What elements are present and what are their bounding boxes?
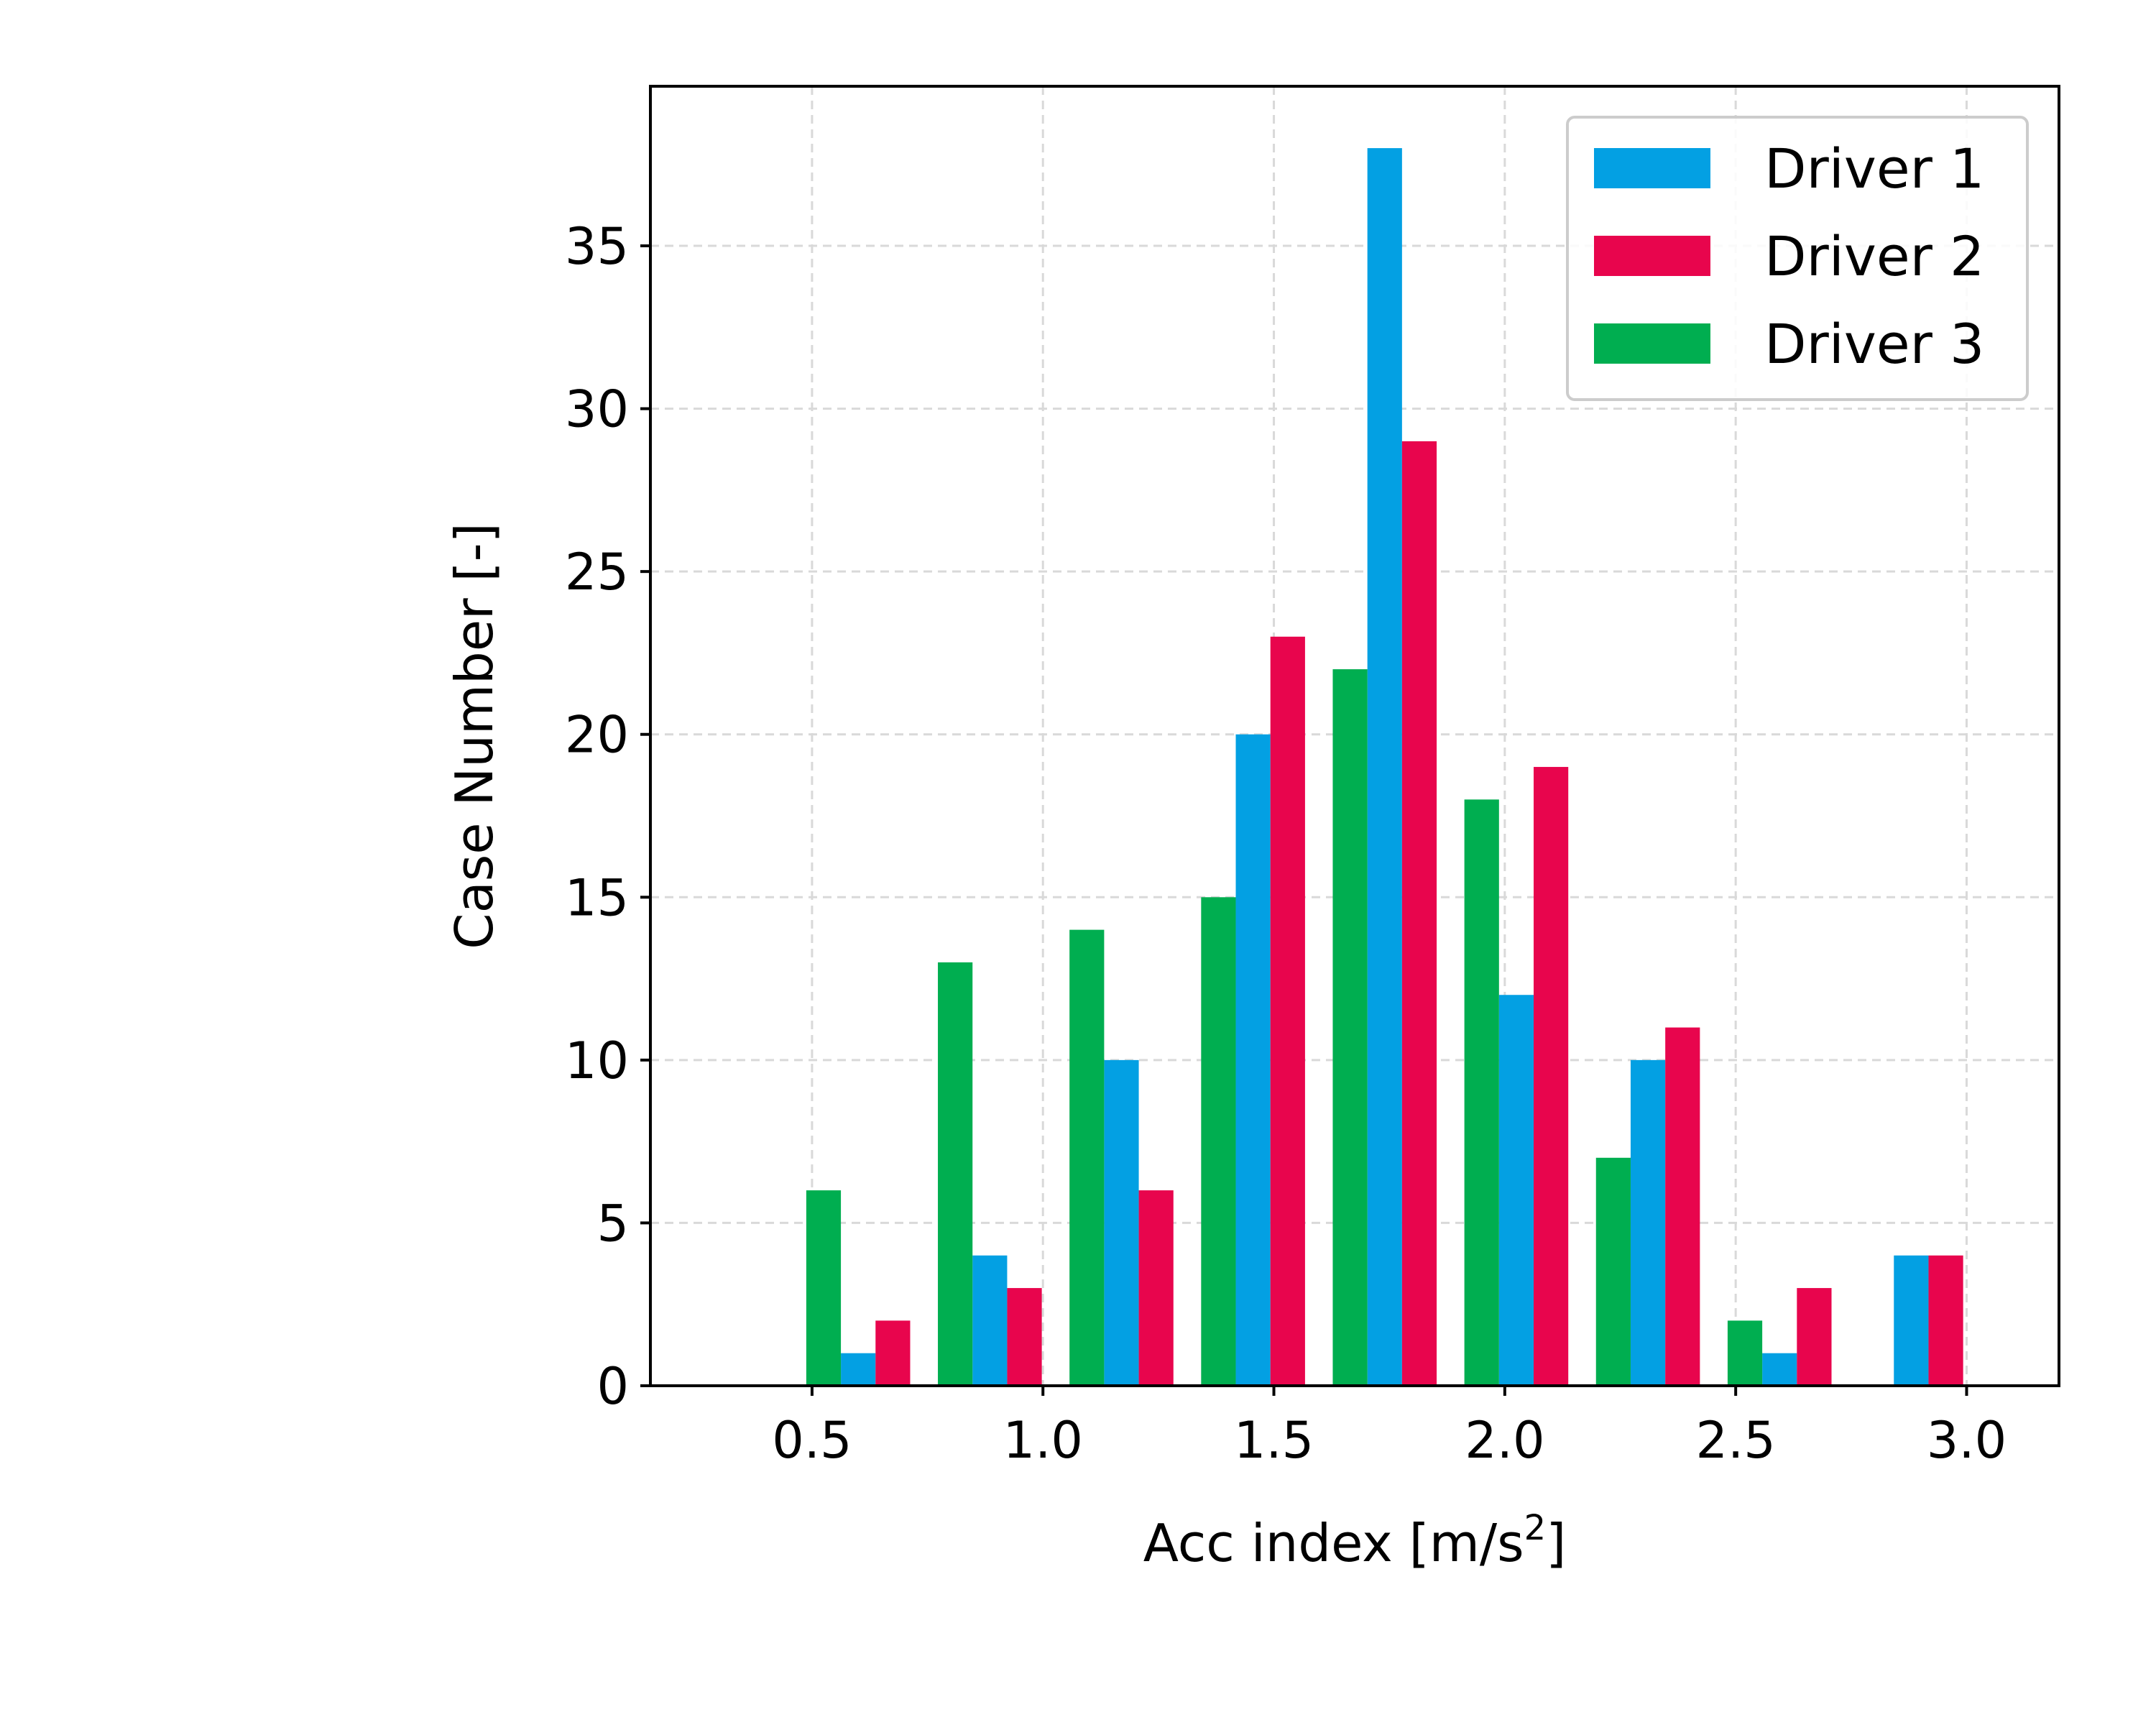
legend: Driver 1 Driver 2 Driver 3 <box>1566 116 2029 401</box>
bar-driver-2 <box>1534 767 1569 1386</box>
bar-driver-3 <box>1595 1157 1631 1386</box>
x-tick-label: 0.5 <box>772 1411 852 1470</box>
y-tick-label: 25 <box>565 543 629 602</box>
y-tick-label: 5 <box>596 1194 629 1253</box>
bar-driver-2 <box>1007 1288 1042 1386</box>
bar-driver-2 <box>1797 1288 1832 1386</box>
x-tick-label: 3.0 <box>1927 1411 2007 1470</box>
bar-driver-3 <box>1727 1320 1763 1386</box>
plot-frame <box>649 85 2060 1387</box>
bar-driver-1 <box>1498 995 1534 1386</box>
bar-driver-1 <box>1235 734 1271 1386</box>
legend-swatch-driver-3 <box>1594 323 1710 364</box>
bar-driver-1 <box>1762 1353 1797 1386</box>
x-tick-label: 1.5 <box>1234 1411 1314 1470</box>
bar-driver-2 <box>1401 441 1437 1386</box>
bar-driver-3 <box>938 962 973 1386</box>
bars <box>806 148 1963 1386</box>
bar-driver-2 <box>1138 1190 1174 1386</box>
y-tick-label: 35 <box>565 217 629 276</box>
bar-driver-1 <box>841 1353 876 1386</box>
x-tick-label: 1.0 <box>1003 1411 1083 1470</box>
legend-label-driver-3: Driver 3 <box>1764 312 1984 376</box>
x-axis-ticks: 0.5 1.0 1.5 2.0 2.5 3.0 <box>772 1386 2007 1470</box>
bar-driver-3 <box>1069 929 1105 1386</box>
x-axis-label-superscript: 2 <box>1524 1508 1547 1548</box>
bar-driver-2 <box>875 1320 911 1386</box>
bar-driver-3 <box>806 1190 842 1386</box>
y-tick-label: 15 <box>565 868 629 927</box>
bar-driver-1 <box>1894 1255 1929 1386</box>
legend-label-driver-2: Driver 2 <box>1764 224 1984 288</box>
bar-driver-1 <box>972 1255 1008 1386</box>
x-axis-label-end: ] <box>1546 1513 1566 1573</box>
legend-label-driver-1: Driver 1 <box>1764 137 1984 201</box>
x-tick-label: 2.0 <box>1465 1411 1544 1470</box>
bar-driver-1 <box>1630 1059 1666 1386</box>
legend-swatch-driver-2 <box>1594 236 1710 276</box>
bar-driver-3 <box>1332 669 1368 1386</box>
y-tick-label: 30 <box>565 380 629 439</box>
bar-driver-3 <box>1201 897 1236 1386</box>
bar-driver-1 <box>1367 148 1402 1386</box>
y-tick-label: 20 <box>565 706 629 765</box>
legend-swatch-driver-1 <box>1594 148 1710 188</box>
x-axis-label: Acc index [m/s2] <box>1143 1508 1567 1573</box>
x-axis-label-main: Acc index [m/s <box>1143 1513 1524 1573</box>
bar-driver-2 <box>1665 1027 1700 1386</box>
bar-driver-3 <box>1464 799 1499 1386</box>
bar-driver-2 <box>1928 1255 1963 1386</box>
y-axis-label: Case Number [-] <box>444 523 505 949</box>
y-tick-label: 10 <box>565 1031 629 1090</box>
y-tick-label: 0 <box>596 1357 629 1416</box>
x-tick-label: 2.5 <box>1695 1411 1775 1470</box>
bar-driver-2 <box>1270 636 1305 1386</box>
y-axis-ticks: 0 5 10 15 20 25 30 35 <box>565 217 650 1416</box>
bar-driver-1 <box>1104 1059 1139 1386</box>
